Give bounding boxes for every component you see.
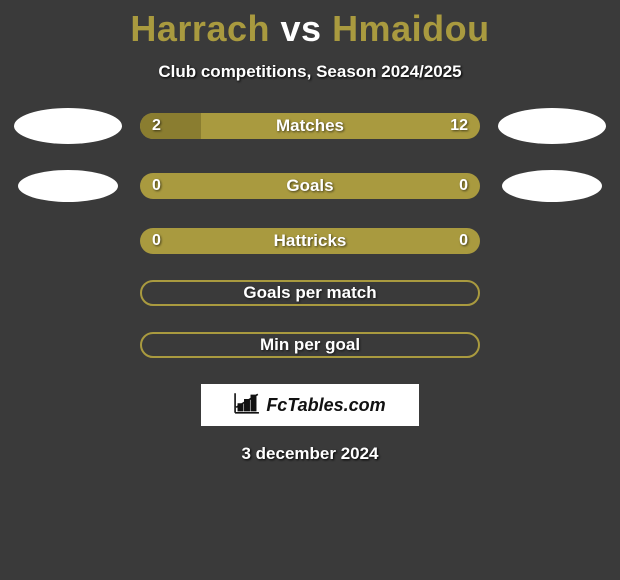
hattricks-label: Hattricks <box>140 231 480 251</box>
row-goals: 0 Goals 0 <box>0 170 620 202</box>
hattricks-right-val: 0 <box>459 232 468 250</box>
bar-goals: 0 Goals 0 <box>140 173 480 199</box>
row-hattricks: 0 Hattricks 0 <box>0 228 620 254</box>
player1-name: Harrach <box>130 8 270 49</box>
chart-icon <box>234 392 260 419</box>
date-text: 3 december 2024 <box>0 444 620 464</box>
team2-logo <box>498 108 606 144</box>
gpm-label: Goals per match <box>142 283 478 303</box>
team2-logo-2 <box>502 170 602 202</box>
bar-hattricks: 0 Hattricks 0 <box>140 228 480 254</box>
team1-logo <box>14 108 122 144</box>
row-mpg: Min per goal <box>0 332 620 358</box>
team1-logo-2 <box>18 170 118 202</box>
matches-label: Matches <box>140 116 480 136</box>
bar-gpm: Goals per match <box>140 280 480 306</box>
goals-right-val: 0 <box>459 177 468 195</box>
subtitle: Club competitions, Season 2024/2025 <box>0 62 620 82</box>
bar-mpg: Min per goal <box>140 332 480 358</box>
row-gpm: Goals per match <box>0 280 620 306</box>
page-title: Harrach vs Hmaidou <box>0 0 620 50</box>
watermark: FcTables.com <box>201 384 419 426</box>
goals-label: Goals <box>140 176 480 196</box>
player2-name: Hmaidou <box>332 8 490 49</box>
matches-right-val: 12 <box>450 117 468 135</box>
row-matches: 2 Matches 12 <box>0 108 620 144</box>
mpg-label: Min per goal <box>142 335 478 355</box>
watermark-text: FcTables.com <box>266 395 385 416</box>
vs-text: vs <box>281 8 322 49</box>
bar-matches: 2 Matches 12 <box>140 113 480 139</box>
